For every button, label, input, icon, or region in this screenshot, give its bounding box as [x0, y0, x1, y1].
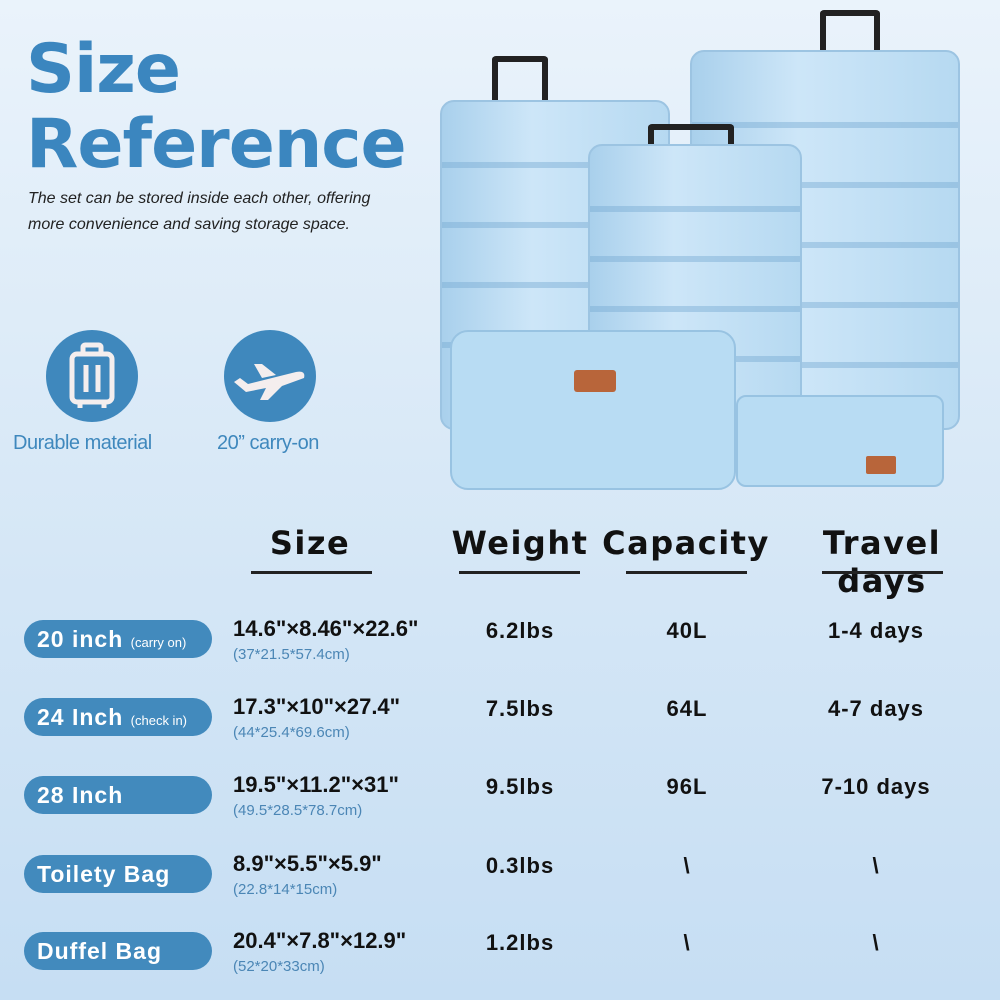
row-label-pill: 24 Inch (check in) — [24, 698, 212, 736]
row-size-inches: 8.9"×5.5"×5.9" — [233, 851, 382, 876]
row-size-cm: (22.8*14*15cm) — [233, 881, 338, 898]
row-size-inches: 17.3"×10"×27.4" — [233, 694, 401, 719]
row-size-cm: (52*20*33cm) — [233, 958, 325, 975]
row-label-pill: Toilety Bag — [24, 855, 212, 893]
row-capacity: \ — [683, 853, 691, 878]
title-line1: Size — [26, 30, 181, 109]
row-name: Duffel Bag — [37, 938, 162, 964]
row-travel-days: \ — [872, 930, 880, 955]
row-capacity: 40L — [666, 618, 708, 643]
row-label-pill: 20 inch (carry on) — [24, 620, 212, 658]
row-weight: 7.5lbs — [485, 696, 555, 721]
row-name: Toilety Bag — [37, 861, 171, 887]
luggage-icon — [46, 330, 138, 422]
divider — [459, 571, 580, 574]
description: The set can be stored inside each other,… — [28, 190, 371, 233]
header-travel-days: Travel days — [822, 524, 942, 600]
row-name: 20 inch — [37, 626, 124, 652]
row-weight: 9.5lbs — [485, 774, 555, 799]
row-size-cm: (37*21.5*57.4cm) — [233, 646, 350, 663]
row-travel-days: 7-10 days — [821, 774, 931, 799]
row-weight: 1.2lbs — [485, 930, 555, 955]
row-capacity: \ — [683, 930, 691, 955]
row-note: (carry on) — [130, 635, 187, 650]
luggage-set-image — [440, 10, 970, 500]
header-weight: Weight — [451, 524, 589, 562]
row-size-cm: (44*25.4*69.6cm) — [233, 724, 350, 741]
row-travel-days: \ — [872, 853, 880, 878]
header-size: Size — [269, 524, 351, 562]
row-label-pill: 28 Inch — [24, 776, 212, 814]
row-name: 24 Inch — [37, 704, 124, 730]
feature-label-durable: Durable material — [13, 432, 152, 454]
row-capacity: 96L — [666, 774, 708, 799]
row-weight: 0.3lbs — [485, 853, 555, 878]
row-travel-days: 1-4 days — [827, 618, 925, 643]
row-name: 28 Inch — [37, 782, 124, 808]
feature-label-carry-on: 20” carry-on — [217, 432, 319, 454]
divider — [822, 571, 943, 574]
row-label-pill: Duffel Bag — [24, 932, 212, 970]
divider — [626, 571, 747, 574]
header-capacity: Capacity — [602, 524, 770, 562]
row-size-cm: (49.5*28.5*78.7cm) — [233, 802, 363, 819]
row-capacity: 64L — [666, 696, 708, 721]
row-note: (check in) — [130, 713, 188, 728]
divider — [251, 571, 372, 574]
row-travel-days: 4-7 days — [827, 696, 925, 721]
airplane-icon — [224, 330, 316, 422]
row-size-inches: 19.5"×11.2"×31" — [233, 772, 399, 797]
row-weight: 6.2lbs — [485, 618, 555, 643]
title-line2: Reference — [26, 105, 407, 184]
row-size-inches: 20.4"×7.8"×12.9" — [233, 928, 407, 953]
row-size-inches: 14.6"×8.46"×22.6" — [233, 616, 419, 641]
